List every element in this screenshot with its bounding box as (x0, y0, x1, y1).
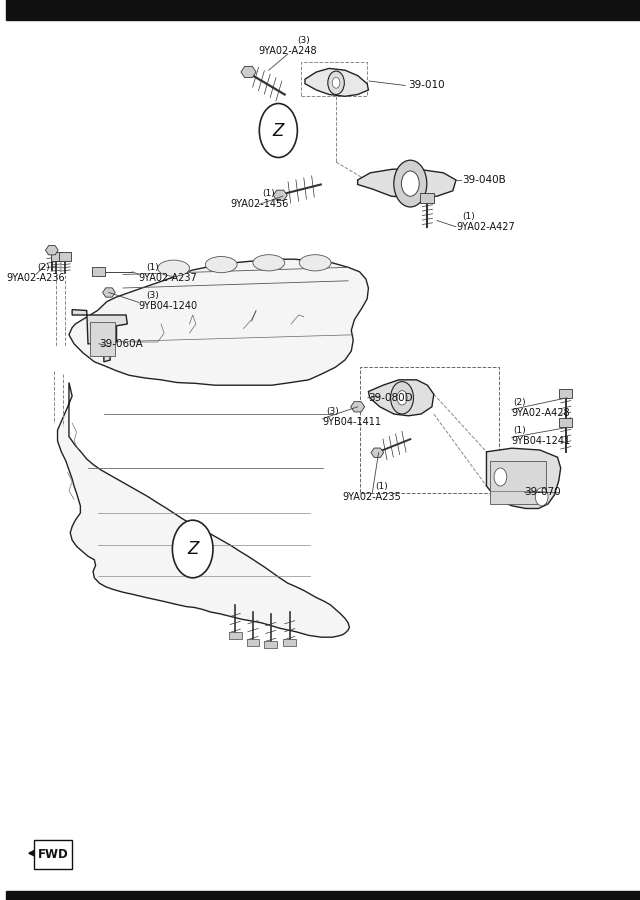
Polygon shape (358, 169, 456, 198)
Text: 9YB04-1240: 9YB04-1240 (139, 301, 198, 311)
Text: (1): (1) (262, 189, 275, 198)
Text: (1): (1) (375, 482, 387, 490)
Polygon shape (69, 259, 369, 385)
Bar (229, 632, 241, 639)
Text: 9YA02-A428: 9YA02-A428 (512, 408, 570, 418)
Circle shape (332, 77, 340, 88)
Text: (3): (3) (147, 291, 159, 300)
Bar (559, 418, 572, 427)
Text: (2): (2) (513, 398, 525, 407)
Bar (246, 639, 259, 646)
Text: 9YA02-A237: 9YA02-A237 (139, 273, 198, 284)
Bar (90, 322, 115, 356)
Polygon shape (72, 310, 127, 362)
Text: 9YA02-A235: 9YA02-A235 (343, 491, 402, 502)
Polygon shape (351, 401, 365, 412)
Ellipse shape (205, 256, 237, 273)
Circle shape (397, 391, 407, 405)
Text: Z: Z (273, 122, 284, 140)
Bar (6, 891, 640, 900)
Text: (1): (1) (462, 212, 475, 220)
Bar (559, 389, 572, 398)
Bar (301, 62, 367, 96)
Bar (6, 0, 640, 20)
Text: 39-010: 39-010 (408, 80, 445, 91)
Bar (360, 367, 499, 493)
Circle shape (172, 520, 213, 578)
Text: 9YB04-1241: 9YB04-1241 (512, 436, 571, 446)
Text: 9YA02-A427: 9YA02-A427 (456, 221, 515, 232)
Text: Z: Z (187, 540, 198, 558)
Bar (264, 641, 277, 648)
Bar (490, 461, 546, 504)
Ellipse shape (253, 255, 285, 271)
Circle shape (259, 104, 298, 158)
Text: 9YA02-A248: 9YA02-A248 (259, 46, 317, 57)
Ellipse shape (300, 255, 331, 271)
Circle shape (401, 171, 419, 196)
Polygon shape (273, 190, 287, 201)
Text: (2): (2) (37, 263, 50, 272)
Ellipse shape (158, 260, 189, 276)
Bar (420, 193, 435, 202)
Text: 9YA02-A236: 9YA02-A236 (6, 273, 65, 284)
Bar (92, 267, 105, 276)
Polygon shape (486, 448, 561, 508)
Polygon shape (371, 448, 383, 457)
Text: (1): (1) (513, 426, 526, 435)
Polygon shape (369, 380, 434, 416)
Text: (3): (3) (298, 36, 310, 45)
Text: 39-080D: 39-080D (369, 392, 413, 403)
Text: 39-070: 39-070 (525, 487, 561, 498)
Polygon shape (45, 246, 58, 255)
Polygon shape (305, 68, 369, 96)
Text: 9YA02-1456: 9YA02-1456 (230, 199, 289, 210)
Circle shape (394, 160, 427, 207)
Text: 39-060A: 39-060A (99, 338, 143, 349)
Text: (3): (3) (326, 407, 339, 416)
Text: (1): (1) (147, 263, 159, 272)
Bar (51, 252, 62, 261)
Circle shape (494, 468, 507, 486)
Polygon shape (58, 382, 349, 637)
Text: 39-040B: 39-040B (462, 175, 506, 185)
Circle shape (535, 488, 548, 506)
Polygon shape (102, 288, 115, 297)
Bar (284, 639, 296, 646)
Bar (60, 252, 71, 261)
Circle shape (328, 71, 344, 94)
Polygon shape (241, 67, 256, 77)
Circle shape (390, 382, 413, 414)
Bar (34, 840, 72, 868)
Text: FWD: FWD (38, 849, 68, 861)
Text: 9YB04-1411: 9YB04-1411 (323, 417, 381, 428)
